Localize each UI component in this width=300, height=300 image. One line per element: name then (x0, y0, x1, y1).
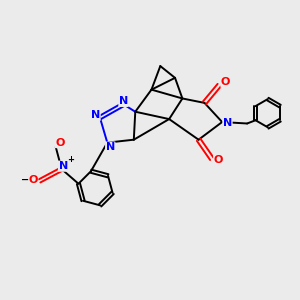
Text: N: N (106, 142, 115, 152)
Text: −: − (21, 175, 29, 185)
Text: O: O (56, 138, 65, 148)
Text: O: O (214, 155, 223, 165)
Text: N: N (58, 161, 68, 171)
Text: +: + (67, 155, 74, 164)
Text: N: N (91, 110, 100, 120)
Text: N: N (223, 118, 232, 128)
Text: O: O (28, 175, 38, 185)
Text: N: N (119, 96, 128, 106)
Text: O: O (221, 77, 230, 87)
